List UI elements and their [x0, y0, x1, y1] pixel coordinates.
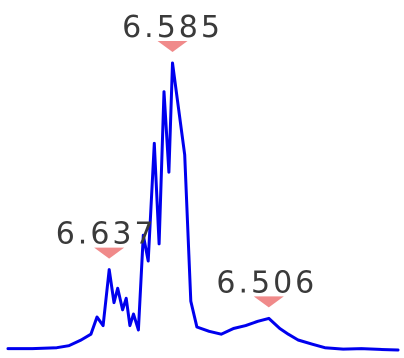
- peak-markers: [94, 41, 284, 308]
- spectrum-trace: [6, 61, 400, 352]
- peak-marker-2: [253, 296, 284, 308]
- peak-marker-0: [157, 41, 188, 52]
- peak-labels: 6.585 6.637 6.506: [56, 10, 317, 300]
- peak-marker-1: [94, 247, 125, 259]
- peak-label-1: 6.637: [56, 217, 157, 252]
- peak-label-2: 6.506: [216, 265, 317, 300]
- peak-label-0: 6.585: [122, 10, 223, 45]
